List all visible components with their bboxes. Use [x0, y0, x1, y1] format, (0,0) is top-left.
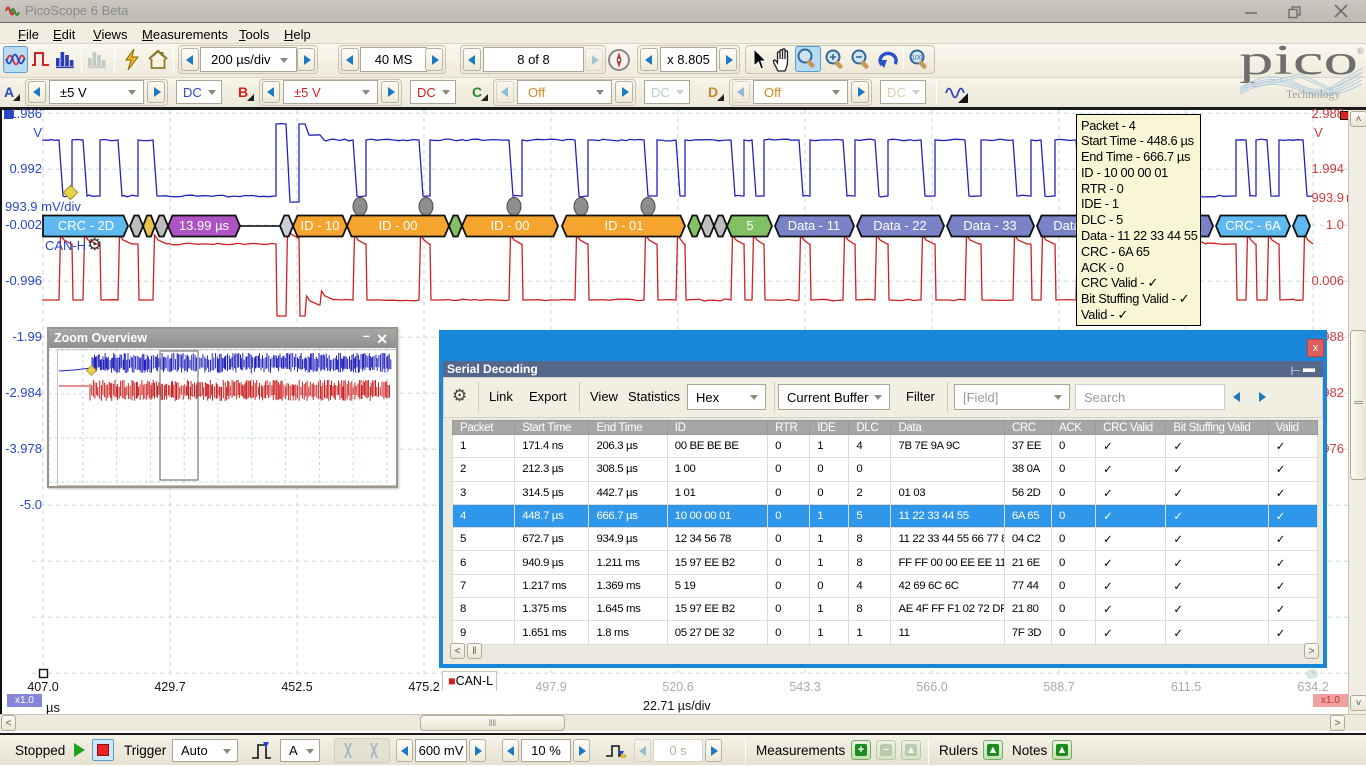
- svg-text:ID - 00: ID - 00: [490, 218, 529, 233]
- svg-text:Data - 11: Data - 11: [788, 218, 841, 233]
- svg-text:CRC - 2D: CRC - 2D: [58, 218, 114, 233]
- svg-text:13.99 µs: 13.99 µs: [179, 218, 230, 233]
- svg-text:5: 5: [746, 218, 753, 233]
- svg-text:ID - 00: ID - 00: [378, 218, 417, 233]
- svg-text:®: ®: [1357, 46, 1364, 56]
- svg-text:ID - 01: ID - 01: [604, 218, 643, 233]
- svg-text:CRC - 6A: CRC - 6A: [1225, 218, 1281, 233]
- svg-text:100: 100: [912, 55, 923, 62]
- svg-text:pico: pico: [1239, 44, 1358, 84]
- svg-text:ID - 10: ID - 10: [300, 218, 339, 233]
- svg-text:Data - 22: Data - 22: [873, 218, 926, 233]
- svg-text:Technology: Technology: [1286, 89, 1340, 101]
- svg-text:Data - 33: Data - 33: [963, 218, 1016, 233]
